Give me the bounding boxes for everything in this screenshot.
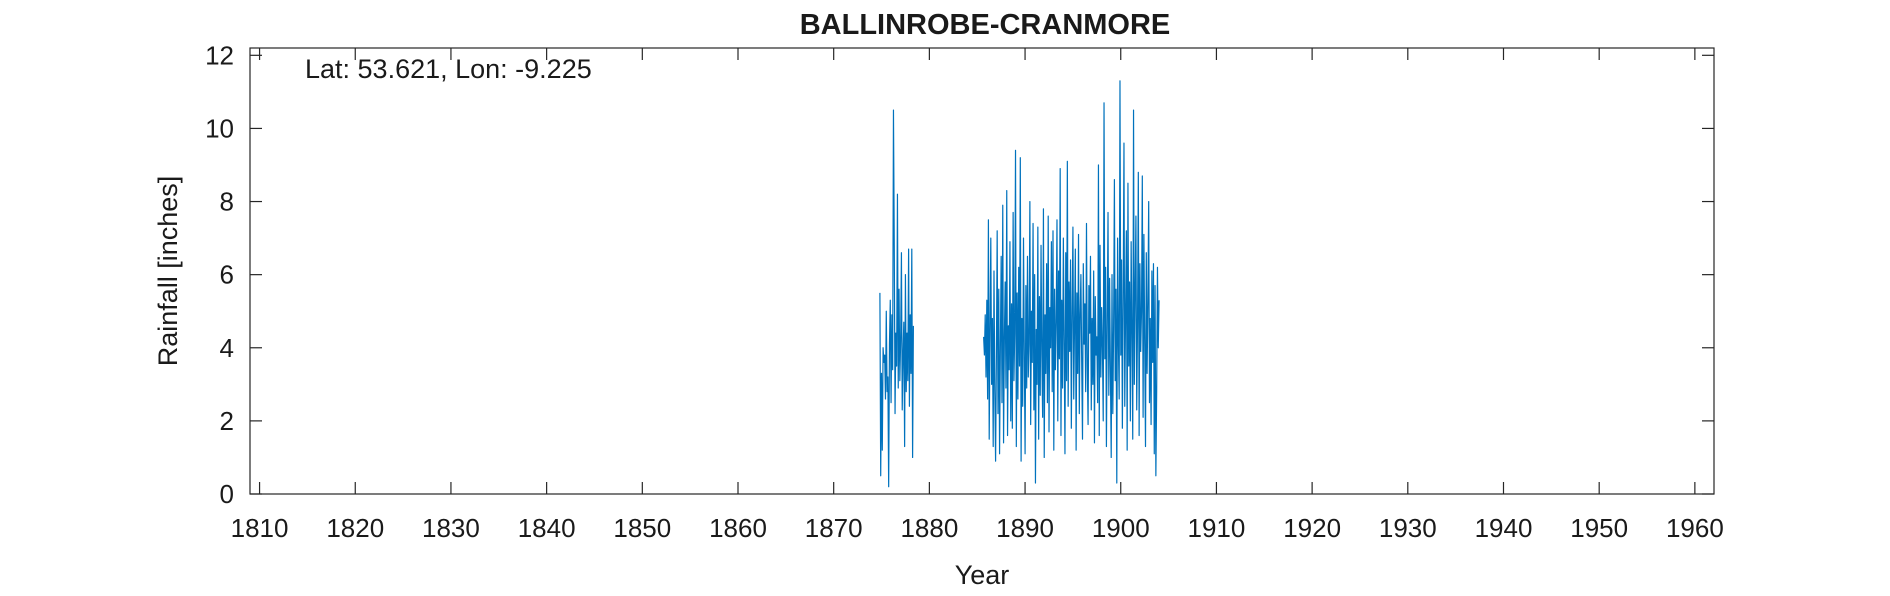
- x-tick-label: 1810: [231, 513, 289, 543]
- rainfall-series: [879, 80, 1160, 488]
- x-tick-label: 1930: [1379, 513, 1437, 543]
- x-tick-label: 1830: [422, 513, 480, 543]
- x-tick-label: 1940: [1475, 513, 1533, 543]
- y-tick-label: 8: [220, 187, 234, 217]
- x-tick-label: 1900: [1092, 513, 1150, 543]
- x-tick-label: 1870: [805, 513, 863, 543]
- x-tick-label: 1850: [613, 513, 671, 543]
- x-tick-label: 1890: [996, 513, 1054, 543]
- y-axis-label: Rainfall [inches]: [153, 176, 183, 367]
- x-tick-label: 1880: [900, 513, 958, 543]
- y-tick-label: 6: [220, 260, 234, 290]
- plot-area-box: [249, 47, 1715, 495]
- y-tick-label: 2: [220, 406, 234, 436]
- x-tick-label: 1920: [1283, 513, 1341, 543]
- x-tick-label: 1910: [1188, 513, 1246, 543]
- x-axis: 1810 1820 1830 1840 1850 1860 1870 1880 1890 1900…: [231, 48, 1724, 543]
- y-axis: 0 2 4 6 8 10 12: [205, 40, 1714, 509]
- y-tick-label: 12: [205, 40, 234, 70]
- rainfall-line-segment: [983, 80, 1160, 484]
- rainfall-line-segment: [879, 109, 914, 488]
- y-tick-label: 4: [220, 333, 234, 363]
- y-tick-label: 0: [220, 479, 234, 509]
- x-tick-label: 1950: [1570, 513, 1628, 543]
- x-tick-label: 1840: [518, 513, 576, 543]
- y-tick-label: 10: [205, 113, 234, 143]
- x-tick-label: 1960: [1666, 513, 1724, 543]
- location-annotation: Lat: 53.621, Lon: -9.225: [305, 54, 592, 84]
- chart-title: BALLINROBE-CRANMORE: [800, 9, 1171, 41]
- x-tick-label: 1860: [709, 513, 767, 543]
- x-tick-label: 1820: [326, 513, 384, 543]
- x-axis-label: Year: [955, 560, 1010, 590]
